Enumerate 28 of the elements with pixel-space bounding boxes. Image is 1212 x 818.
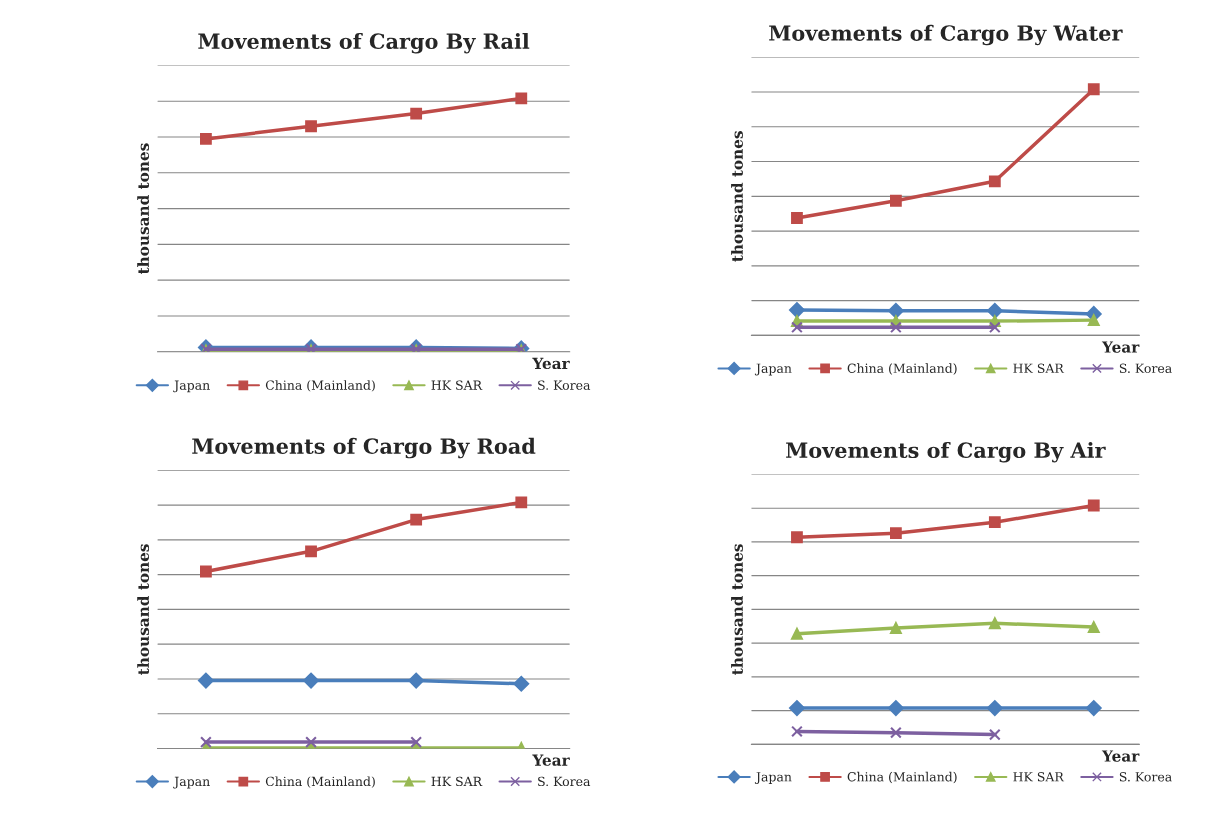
legend-label: S. Korea — [538, 776, 591, 787]
legend-label: China (Mainland) — [847, 771, 957, 784]
chart-title: Movements of Cargo By Rail — [198, 32, 530, 54]
y-axis-title: thousand tones — [731, 544, 743, 675]
y-axis-title: thousand tones — [137, 143, 150, 275]
legend-label: Japan — [754, 772, 792, 784]
legend-label: Japan — [173, 380, 210, 393]
chart-title: Movements of Cargo By Water — [769, 24, 1123, 46]
chart-title: Movements of Cargo By Road — [192, 437, 536, 459]
legend-label: China (Mainland) — [265, 776, 375, 788]
legend-label: S. Korea — [1119, 772, 1172, 782]
legend-label: China (Mainland) — [847, 363, 957, 375]
legend-label: HK SAR — [431, 380, 483, 390]
legend-label: China (Mainland) — [265, 380, 375, 392]
x-axis-title: Year — [532, 754, 570, 766]
y-axis-title: thousand tones — [731, 131, 743, 262]
y-axis-title: thousand tones — [137, 544, 150, 675]
chart-title: Movements of Cargo By Air — [786, 441, 1106, 463]
x-axis-title: Year — [1101, 750, 1140, 762]
x-axis-title: Year — [1101, 341, 1140, 353]
legend-label: HK SAR — [431, 776, 483, 787]
legend-label: Japan — [173, 776, 210, 789]
legend-label: HK SAR — [1013, 772, 1065, 782]
legend-label: Japan — [754, 363, 792, 376]
legend-label: HK SAR — [1013, 363, 1065, 373]
x-axis-title: Year — [532, 357, 570, 370]
legend-label: S. Korea — [538, 380, 591, 390]
legend-label: S. Korea — [1119, 363, 1172, 373]
